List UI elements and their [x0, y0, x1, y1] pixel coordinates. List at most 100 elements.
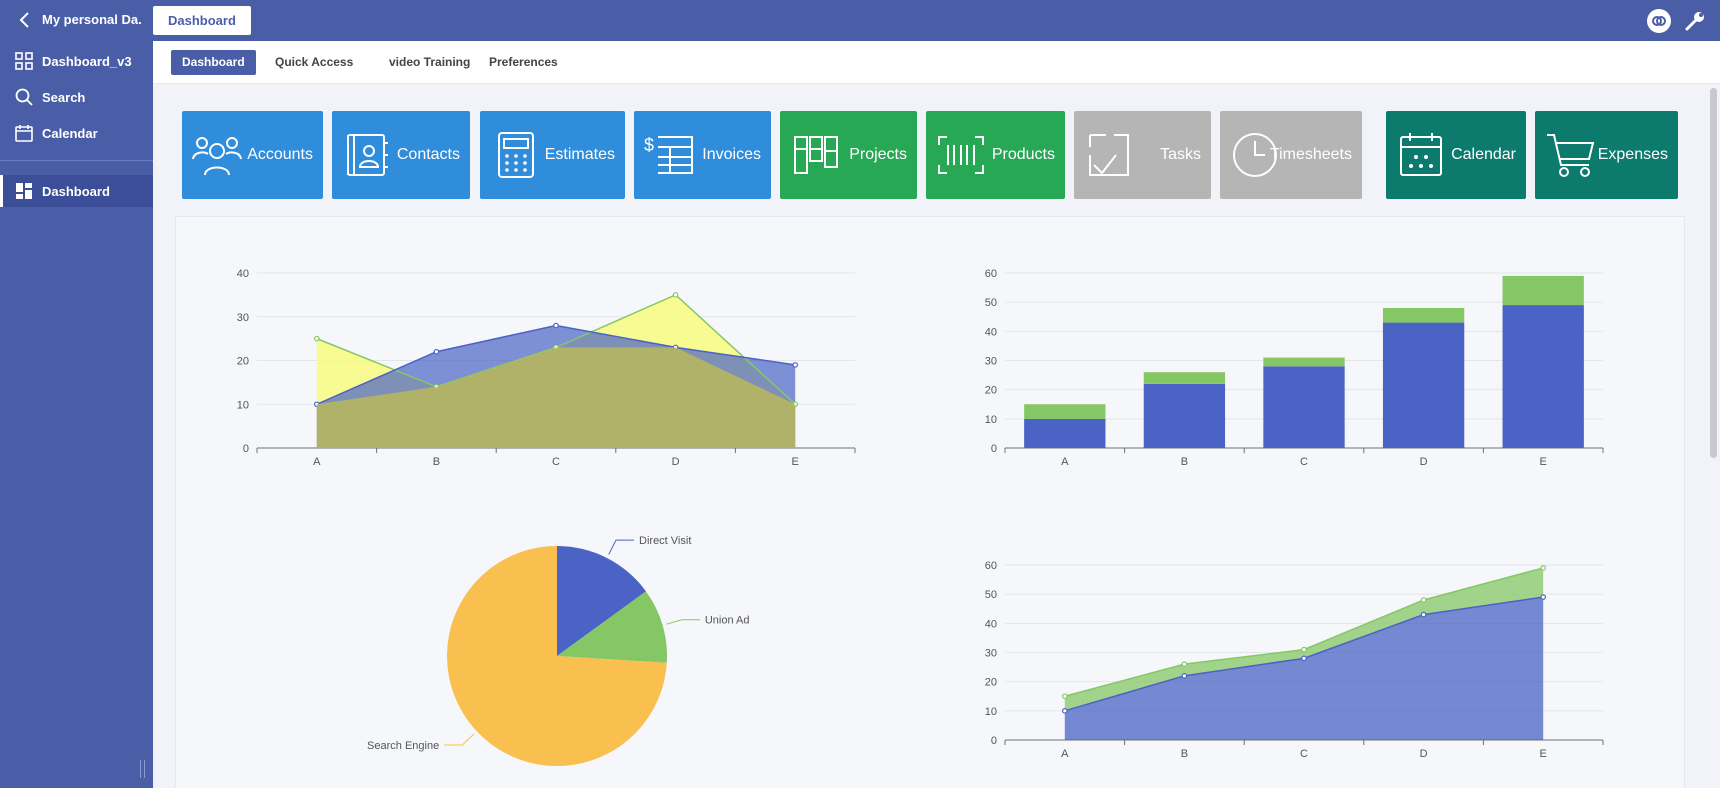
dashboard-icon [15, 182, 33, 200]
bar-segment [1024, 418, 1106, 448]
x-tick-label: D [672, 456, 680, 468]
link-icon[interactable] [1647, 9, 1671, 33]
bar-segment [1143, 372, 1226, 384]
bar-segment [1382, 308, 1465, 323]
tile-accounts[interactable]: Accounts [182, 111, 323, 199]
tile-label: Expenses [1597, 146, 1668, 163]
y-tick-label: 40 [985, 618, 997, 630]
x-tick-label: B [433, 456, 440, 468]
x-tick-label: E [1540, 456, 1547, 468]
tile-label: Projects [849, 146, 907, 163]
data-point [1540, 594, 1547, 600]
data-point [553, 322, 559, 329]
data-point [792, 362, 799, 368]
search-icon [15, 88, 33, 106]
top-tab-dashboard[interactable]: Dashboard [153, 6, 251, 35]
resize-handle[interactable] [140, 760, 145, 778]
y-tick-label: 50 [985, 297, 997, 309]
tile-tasks[interactable]: Tasks [1074, 111, 1211, 199]
data-point [1420, 597, 1427, 603]
data-point [1301, 646, 1307, 653]
bar-segment [1143, 383, 1226, 448]
y-tick-label: 0 [243, 443, 249, 455]
y-tick-label: 20 [237, 356, 249, 368]
sidebar-item-label: Dashboard_v3 [42, 54, 132, 69]
tab-video-training[interactable]: video Training [389, 55, 471, 69]
wrench-icon[interactable] [1683, 9, 1707, 33]
y-tick-label: 60 [985, 560, 997, 572]
data-point [314, 335, 320, 342]
y-tick-label: 30 [985, 356, 997, 368]
tile-products[interactable]: Products [926, 111, 1065, 199]
tab-preferences[interactable]: Preferences [489, 55, 558, 69]
tile-label: Contacts [396, 146, 460, 163]
barcode-icon [936, 131, 986, 179]
stacked-area-chart: 0 10 20 30 40 50 60 A B C D E [985, 560, 1604, 760]
tile-invoices[interactable]: $ Invoices [634, 111, 771, 199]
back-chevron-icon[interactable] [14, 9, 36, 31]
tile-expenses[interactable]: Expenses [1535, 111, 1678, 199]
data-point [1420, 611, 1427, 618]
x-tick-label: A [1061, 748, 1069, 760]
pie-slice [557, 546, 646, 656]
pie-slice [446, 546, 667, 766]
sidebar-item-search[interactable]: Search [0, 81, 153, 113]
tile-label: Calendar [1451, 146, 1516, 163]
y-tick-label: 10 [237, 399, 249, 411]
tile-label: Products [991, 146, 1055, 163]
x-tick-label: C [1300, 748, 1308, 760]
tab-quick-access[interactable]: Quick Access [275, 55, 354, 69]
label-leader [608, 539, 635, 555]
tile-label: Timesheets [1269, 146, 1352, 163]
tile-contacts[interactable]: Contacts [332, 111, 470, 199]
sidebar-item-dashboard[interactable]: Dashboard [0, 175, 153, 207]
data-point [1540, 565, 1547, 571]
tile-calendar[interactable]: Calendar [1386, 111, 1526, 199]
data-point [1181, 673, 1188, 679]
tile-estimates[interactable]: Estimates [480, 111, 625, 199]
x-tick-label: A [313, 456, 321, 468]
pie-slice [557, 591, 667, 663]
clock-icon [1230, 131, 1280, 179]
y-tick-label: 60 [985, 268, 997, 280]
calendar-icon [1396, 131, 1446, 179]
sidebar-item-label: Calendar [42, 126, 98, 141]
tile-label: Invoices [702, 146, 761, 163]
sidebar-item-calendar[interactable]: Calendar [0, 117, 153, 149]
data-point [1062, 708, 1068, 714]
x-tick-label: A [1061, 456, 1069, 468]
cart-icon [1545, 131, 1595, 179]
x-tick-label: C [552, 456, 560, 468]
bar-segment [1263, 366, 1345, 448]
label-leader [666, 619, 700, 625]
contact-book-icon [342, 131, 392, 179]
tile-label: Estimates [544, 146, 615, 163]
tile-timesheets[interactable]: Timesheets [1220, 111, 1362, 199]
y-tick-label: 40 [985, 326, 997, 338]
overlap-area [316, 347, 796, 448]
svg-text:$: $ [644, 135, 654, 155]
slice-label: Search Engine [367, 740, 439, 752]
stacked-bar-chart: 0 10 20 30 40 50 60 A B C D E [985, 268, 1604, 468]
data-point [1181, 661, 1188, 667]
x-tick-label: B [1181, 456, 1188, 468]
pie-chart: Direct Visit Union Ad Search Engine [367, 535, 750, 766]
users-icon [192, 131, 242, 179]
y-tick-label: 30 [237, 312, 249, 324]
tab-dashboard[interactable]: Dashboard [171, 50, 256, 75]
checkbox-icon [1084, 131, 1134, 179]
slice-label: Union Ad [705, 615, 750, 627]
vertical-scrollbar[interactable] [1708, 84, 1720, 788]
scrollbar-thumb[interactable] [1710, 88, 1717, 458]
bar-segment [1382, 322, 1465, 448]
x-tick-label: D [1420, 748, 1428, 760]
area-chart-overlap: 0 10 20 30 40 A B C D E [237, 268, 856, 468]
series-area [1064, 597, 1544, 740]
y-tick-label: 50 [985, 589, 997, 601]
y-tick-label: 10 [985, 414, 997, 426]
sidebar-item-dashboard-v3[interactable]: Dashboard_v3 [0, 45, 153, 77]
x-tick-label: E [1540, 748, 1547, 760]
y-tick-label: 30 [985, 648, 997, 660]
x-tick-label: D [1420, 456, 1428, 468]
tile-projects[interactable]: Projects [780, 111, 917, 199]
